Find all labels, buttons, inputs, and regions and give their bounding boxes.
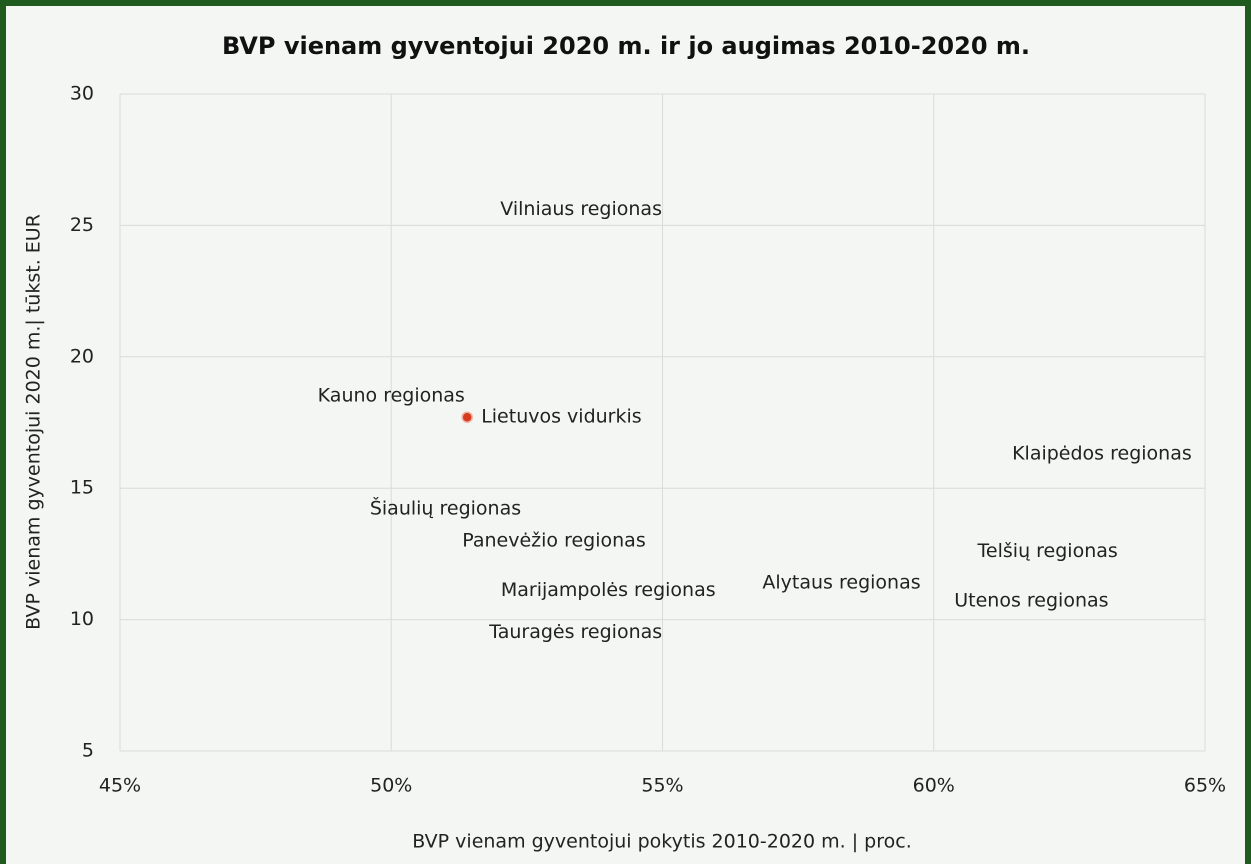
point-label: Marijampolės regionas	[501, 579, 716, 601]
chart-title: BVP vienam gyventojui 2020 m. ir jo augi…	[222, 32, 1030, 60]
chart-background	[6, 6, 1245, 864]
x-tick-label: 50%	[370, 775, 412, 797]
x-tick-label: 65%	[1184, 775, 1226, 797]
point-label: Telšių regionas	[977, 540, 1118, 562]
y-axis-label: BVP vienam gyventojui 2020 m.| tūkst. EU…	[23, 214, 45, 630]
y-tick-label: 5	[82, 740, 94, 762]
y-tick-label: 20	[70, 345, 94, 367]
y-tick-label: 15	[70, 477, 94, 499]
x-axis-label: BVP vienam gyventojui pokytis 2010-2020 …	[412, 831, 912, 853]
point-label: Kauno regionas	[318, 385, 465, 407]
y-tick-label: 30	[70, 83, 94, 105]
point-label: Šiaulių regionas	[370, 496, 521, 520]
point-label: Alytaus regionas	[762, 571, 920, 593]
x-tick-label: 45%	[99, 775, 141, 797]
point-label: Vilniaus regionas	[500, 198, 662, 220]
y-tick-label: 25	[70, 214, 94, 236]
y-tick-label: 10	[70, 608, 94, 630]
point-label: Utenos regionas	[954, 590, 1108, 612]
x-tick-label: 55%	[641, 775, 683, 797]
x-tick-label: 60%	[913, 775, 955, 797]
point-label: Klaipėdos regionas	[1012, 443, 1192, 465]
point-label: Tauragės regionas	[488, 621, 662, 643]
point-label: Panevėžio regionas	[462, 529, 645, 551]
highlight-label: Lietuvos vidurkis	[481, 406, 641, 428]
highlight-point	[461, 411, 473, 423]
